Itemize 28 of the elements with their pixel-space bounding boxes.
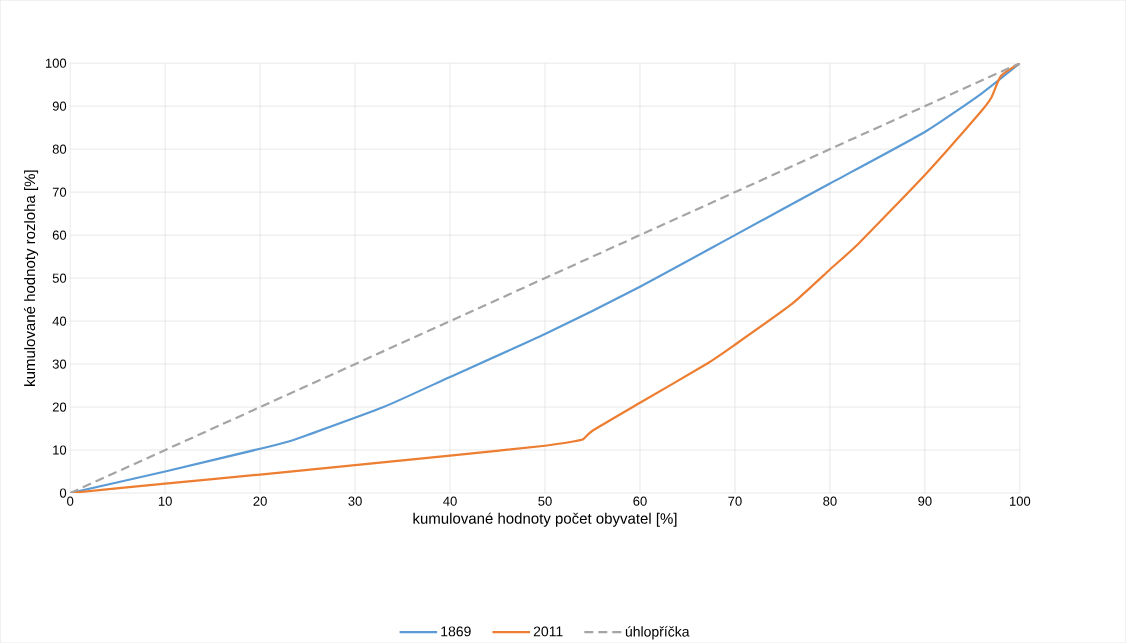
x-tick-label: 40 [443, 496, 457, 506]
x-tick-label: 10 [158, 496, 172, 506]
x-tick-label: 80 [823, 496, 837, 506]
x-tick-label: 60 [633, 496, 647, 506]
x-tick-label: 0 [67, 496, 74, 506]
y-tick-label: 40 [52, 316, 67, 326]
legend-label: úhlopříčka [625, 626, 690, 640]
y-tick-label: 20 [52, 402, 67, 412]
y-tick-label: 0 [59, 488, 67, 498]
y-tick-label: 50 [52, 273, 67, 283]
y-tick-label: 90 [52, 101, 67, 111]
y-tick-label: 70 [52, 187, 67, 197]
y-tick-label: 80 [52, 144, 67, 154]
legend-label: 1869 [441, 626, 471, 637]
x-tick-label: 20 [253, 496, 267, 506]
legend-label: 2011 [533, 626, 563, 637]
line-series [70, 63, 1020, 493]
x-tick-label: 90 [918, 496, 932, 506]
x-tick-label: 50 [538, 496, 552, 506]
x-axis-title: kumulované hodnoty počet obyvatel [%] [413, 512, 677, 527]
y-tick-label: 100 [45, 58, 67, 68]
x-tick-label: 70 [728, 496, 742, 506]
x-tick-label: 100 [1009, 496, 1031, 506]
y-tick-label: 30 [52, 359, 67, 369]
x-tick-label: 30 [348, 496, 362, 506]
y-tick-label: 10 [53, 445, 67, 455]
y-tick-label: 60 [52, 230, 67, 240]
y-axis-title: kumulované hodnoty rozloha [%] [23, 170, 39, 386]
